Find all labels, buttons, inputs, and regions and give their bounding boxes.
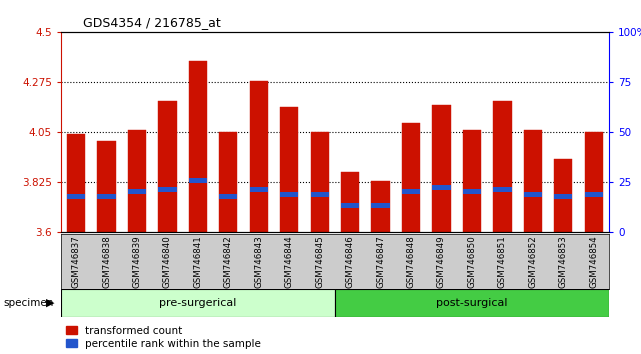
Text: GDS4354 / 216785_at: GDS4354 / 216785_at — [83, 16, 221, 29]
Text: GSM746841: GSM746841 — [194, 235, 203, 288]
Bar — [67, 134, 85, 232]
Bar — [188, 61, 207, 232]
Bar — [219, 194, 237, 199]
Text: GSM746848: GSM746848 — [406, 235, 415, 288]
Text: GSM746853: GSM746853 — [559, 235, 568, 288]
Text: GSM746843: GSM746843 — [254, 235, 263, 288]
Bar — [249, 81, 268, 232]
Legend: transformed count, percentile rank within the sample: transformed count, percentile rank withi… — [66, 326, 261, 349]
Bar — [432, 185, 451, 190]
Bar — [554, 159, 572, 232]
Text: GSM746851: GSM746851 — [498, 235, 507, 288]
Text: GSM746840: GSM746840 — [163, 235, 172, 288]
Bar — [158, 187, 176, 192]
FancyBboxPatch shape — [61, 289, 335, 317]
Bar — [310, 132, 329, 232]
Bar — [524, 130, 542, 232]
Text: GSM746846: GSM746846 — [345, 235, 354, 288]
Text: GSM746844: GSM746844 — [285, 235, 294, 288]
FancyBboxPatch shape — [335, 289, 609, 317]
Bar — [402, 189, 420, 194]
Bar — [524, 192, 542, 196]
Bar — [158, 101, 176, 232]
Bar — [280, 192, 298, 196]
Text: GSM746837: GSM746837 — [72, 235, 81, 288]
Bar — [371, 203, 390, 208]
Text: GSM746854: GSM746854 — [589, 235, 598, 288]
Bar — [341, 172, 359, 232]
Text: post-surgical: post-surgical — [436, 298, 508, 308]
Text: GSM746849: GSM746849 — [437, 235, 446, 288]
Bar — [463, 130, 481, 232]
Bar — [402, 123, 420, 232]
Text: GSM746845: GSM746845 — [315, 235, 324, 288]
Text: GSM746842: GSM746842 — [224, 235, 233, 288]
Bar — [97, 194, 116, 199]
Bar — [463, 189, 481, 194]
Bar — [585, 192, 603, 196]
Bar — [493, 101, 512, 232]
Bar — [341, 203, 359, 208]
Bar — [371, 181, 390, 232]
Text: specimen: specimen — [3, 298, 54, 308]
Text: GSM746838: GSM746838 — [102, 235, 111, 288]
Bar — [432, 105, 451, 232]
Bar — [97, 141, 116, 232]
Text: GSM746852: GSM746852 — [528, 235, 537, 288]
Bar — [188, 178, 207, 183]
Text: GSM746850: GSM746850 — [467, 235, 476, 288]
Bar — [554, 194, 572, 199]
Bar — [249, 187, 268, 192]
Bar — [310, 192, 329, 196]
Text: GSM746847: GSM746847 — [376, 235, 385, 288]
Bar — [219, 132, 237, 232]
Text: pre-surgerical: pre-surgerical — [159, 298, 237, 308]
Text: GSM746839: GSM746839 — [133, 235, 142, 288]
Text: ▶: ▶ — [46, 298, 54, 308]
Bar — [493, 187, 512, 192]
Bar — [67, 194, 85, 199]
Bar — [128, 189, 146, 194]
Bar — [128, 130, 146, 232]
Bar — [585, 132, 603, 232]
Bar — [280, 107, 298, 232]
